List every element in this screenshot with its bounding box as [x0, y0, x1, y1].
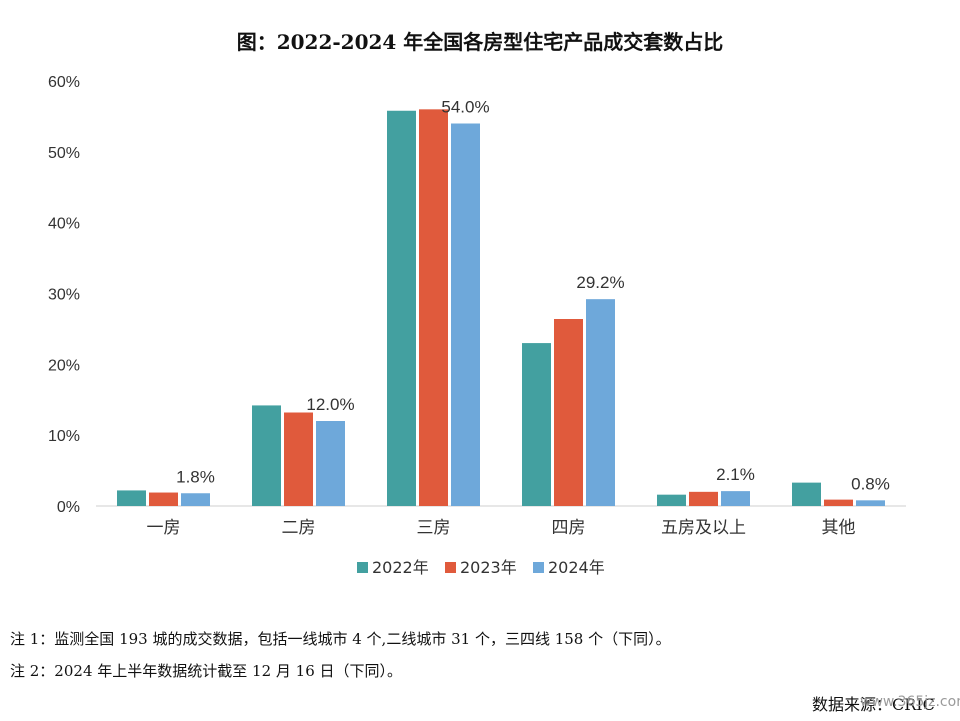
x-tick-label: 五房及以上	[661, 518, 746, 538]
bar-2023年-四房	[554, 319, 583, 506]
data-label: 12.0%	[306, 395, 354, 414]
data-labels: 1.8% 12.0% 54.0% 29.2% 2.1% 0.8%	[176, 98, 890, 494]
data-label: 2.1%	[716, 465, 755, 484]
legend-swatch	[357, 562, 368, 573]
watermark: www.365jz.com	[860, 694, 960, 710]
legend: 2022年 2023年 2024年	[357, 558, 605, 577]
bar-chart: 0% 10% 20% 30% 40% 50% 60% 一房 二房 三房 四房 五房及以上 其他 1.8…	[48, 74, 906, 577]
bar-2022年-三房	[387, 110, 416, 506]
y-tick-label: 60%	[48, 74, 80, 91]
bar-2023年-三房	[419, 109, 448, 506]
bar-2023年-一房	[149, 492, 178, 506]
bar-2023年-二房	[284, 412, 313, 506]
chart-title: 图：2022-2024 年全国各房型住宅产品成交套数占比	[236, 30, 724, 54]
note-2: 注 2：2024 年上半年数据统计截至 12 月 16 日（下同）。	[10, 662, 403, 680]
bar-2022年-五房及以上	[657, 494, 686, 506]
y-tick-label: 40%	[48, 216, 80, 233]
data-source: 数据来源：CRIC	[812, 695, 935, 714]
data-label: 29.2%	[576, 273, 624, 292]
data-label: 1.8%	[176, 467, 215, 486]
bar-2023年-五房及以上	[689, 491, 718, 506]
x-tick-label: 一房	[147, 518, 181, 538]
bar-2024年-三房	[451, 123, 480, 506]
bar-2024年-其他	[856, 500, 885, 506]
legend-label: 2022年	[372, 558, 429, 577]
y-tick-label: 10%	[48, 428, 80, 445]
bars	[117, 109, 885, 506]
bar-2024年-一房	[181, 493, 210, 506]
x-tick-label: 其他	[822, 518, 856, 538]
y-tick-label: 20%	[48, 357, 80, 374]
legend-swatch	[533, 562, 544, 573]
legend-swatch	[445, 562, 456, 573]
bar-2022年-一房	[117, 490, 146, 506]
bar-2024年-二房	[316, 421, 345, 506]
y-tick-label: 30%	[48, 287, 80, 304]
x-tick-label: 四房	[552, 518, 586, 538]
data-label: 0.8%	[851, 474, 890, 493]
y-tick-label: 50%	[48, 145, 80, 162]
y-tick-label: 0%	[57, 499, 80, 516]
note-1: 注 1：监测全国 193 城的成交数据，包括一线城市 4 个,二线城市 31 个…	[10, 630, 671, 648]
legend-label: 2024年	[548, 558, 605, 577]
y-axis: 0% 10% 20% 30% 40% 50% 60%	[48, 74, 80, 516]
legend-label: 2023年	[460, 558, 517, 577]
bar-2022年-其他	[792, 482, 821, 506]
bar-2024年-四房	[586, 299, 615, 506]
x-tick-label: 二房	[282, 518, 316, 538]
x-axis: 一房 二房 三房 四房 五房及以上 其他	[96, 505, 906, 538]
bar-2022年-四房	[522, 343, 551, 506]
data-label: 54.0%	[441, 98, 489, 117]
x-tick-label: 三房	[417, 518, 451, 538]
bar-2023年-其他	[824, 499, 853, 506]
bar-2024年-五房及以上	[721, 491, 750, 506]
bar-2022年-二房	[252, 405, 281, 506]
